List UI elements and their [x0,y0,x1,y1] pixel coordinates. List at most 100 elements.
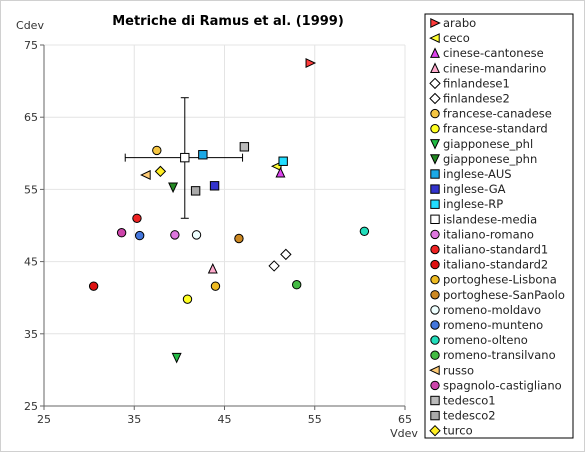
data-point-portoghese-Lisbona [210,281,221,291]
legend-label-francese-canadese: francese-canadese [443,107,552,121]
legend-marker-islandese-media [430,214,440,225]
data-point-romeno-munteno [134,230,145,241]
x-ticks: 25 35 45 55 65 [37,406,412,426]
legend-label-portoghese-Lisbona: portoghese-Lisbona [443,273,557,287]
legend-marker-arabo [430,18,441,28]
x-tick-label: 45 [218,413,232,426]
data-point-giapponese_phn [168,182,179,194]
data-point-finlandese2 [268,260,280,272]
data-point-romeno-moldavo [191,230,202,240]
legend-label-cinese-mandarino: cinese-mandarino [443,61,546,75]
legend-label-tedesco1: tedesco1 [443,394,496,408]
x-tick-label: 25 [37,413,51,426]
legend-marker-romeno-munteno [430,320,440,330]
legend-label-finlandese1: finlandese1 [443,76,510,90]
legend-label-inglese-AUS: inglese-AUS [443,167,512,181]
legend-label-italiano-standard2: italiano-standard2 [443,258,548,272]
data-point-inglese-RP [278,156,288,166]
data-point-italiano-standard1 [132,213,142,223]
y-ticks: 25 35 45 55 65 75 [24,39,44,413]
legend-label-italiano-romano: italiano-romano [443,227,534,241]
legend-marker-cinese-mandarino [430,62,440,73]
data-point-romeno-transilvano [292,280,302,290]
legend-label-giapponese_phl: giapponese_phl [443,137,533,151]
legend-marker-portoghese-Lisbona [430,275,440,285]
data-point-cinese-cantonese [275,166,286,178]
legend-marker-cinese-cantonese [430,47,440,58]
y-tick-label: 55 [24,183,38,196]
legend-label-arabo: arabo [443,16,476,30]
data-point-tedesco2 [190,186,201,196]
legend-label-islandese-media: islandese-media [443,212,537,226]
y-tick-label: 45 [24,256,38,269]
legend-marker-finlandese1 [429,77,441,90]
legend-marker-russo [429,365,440,376]
legend-marker-romeno-transilvano [430,350,440,360]
legend-label-tedesco2: tedesco2 [443,409,496,423]
legend-marker-tedesco2 [430,410,440,421]
legend-marker-francese-canadese [430,108,440,119]
legend-marker-tedesco1 [430,395,440,406]
legend-marker-giapponese_phn [430,154,440,165]
legend-marker-giapponese_phl [430,139,440,150]
legend-label-giapponese_phn: giapponese_phn [443,152,537,166]
legend-label-spagnolo-castigliano: spagnolo-castigliano [443,378,562,392]
legend-label-cinese-cantonese: cinese-cantonese [443,46,544,60]
data-point-inglese-GA [209,181,220,191]
legend-marker-romeno-olteno [430,335,440,345]
chart-title: Metriche di Ramus et al. (1999) [112,14,344,29]
x-tick-label: 65 [398,413,412,426]
legend-marker-francese-standard [430,124,440,134]
legend-label-romeno-munteno: romeno-munteno [443,318,543,332]
legend-label-romeno-transilvano: romeno-transilvano [443,348,556,362]
legend-marker-italiano-romano [430,229,440,240]
legend-marker-inglese-GA [430,184,440,194]
data-point-francese-standard [182,294,193,304]
data-point-spagnolo-castigliano [116,228,127,238]
legend-marker-inglese-RP [430,199,440,209]
legend-label-romeno-olteno: romeno-olteno [443,333,528,347]
y-tick-label: 65 [24,111,38,124]
legend-label-turco: turco [443,424,473,438]
data-point-francese-canadese [152,145,162,156]
data-point-romeno-olteno [359,226,370,236]
legend-label-romeno-moldavo: romeno-moldavo [443,303,541,317]
x-axis-label: Vdev [390,427,418,440]
legend-marker-finlandese2 [429,92,441,105]
data-point-inglese-AUS [198,150,208,160]
legend-label-russo: russo [443,363,474,377]
data-point-giapponese_phl [171,352,182,364]
legend-label-ceco: ceco [443,31,470,45]
data-points [88,58,370,364]
data-point-arabo [305,58,317,69]
legend-marker-portoghese-SanPaolo [430,290,440,300]
legend: arabocecocinese-cantonesecinese-mandarin… [429,16,565,438]
data-point-russo [140,169,151,180]
legend-marker-italiano-standard2 [430,259,440,270]
y-tick-label: 25 [24,400,38,413]
legend-marker-inglese-AUS [430,169,440,179]
legend-box [424,13,574,439]
legend-marker-romeno-moldavo [430,305,440,315]
x-tick-label: 55 [308,413,322,426]
legend-label-portoghese-SanPaolo: portoghese-SanPaolo [443,288,565,302]
data-point-portoghese-SanPaolo [234,233,244,244]
data-point-italiano-romano [170,230,180,240]
data-point-italiano-standard2 [88,281,99,291]
y-axis-label: Cdev [16,19,44,32]
legend-marker-ceco [429,33,440,44]
y-tick-label: 75 [24,39,38,52]
legend-label-finlandese2: finlandese2 [443,92,510,106]
data-point-islandese-media [180,152,190,163]
legend-marker-turco [429,424,441,437]
data-point-tedesco1 [239,142,250,152]
legend-marker-italiano-standard1 [430,244,440,255]
data-point-turco [154,165,167,178]
legend-label-inglese-GA: inglese-GA [443,182,506,196]
y-tick-label: 35 [24,328,38,341]
legend-label-inglese-RP: inglese-RP [443,197,503,211]
x-tick-label: 35 [127,413,141,426]
data-point-cinese-mandarino [207,262,218,274]
legend-label-francese-standard: francese-standard [443,122,548,136]
